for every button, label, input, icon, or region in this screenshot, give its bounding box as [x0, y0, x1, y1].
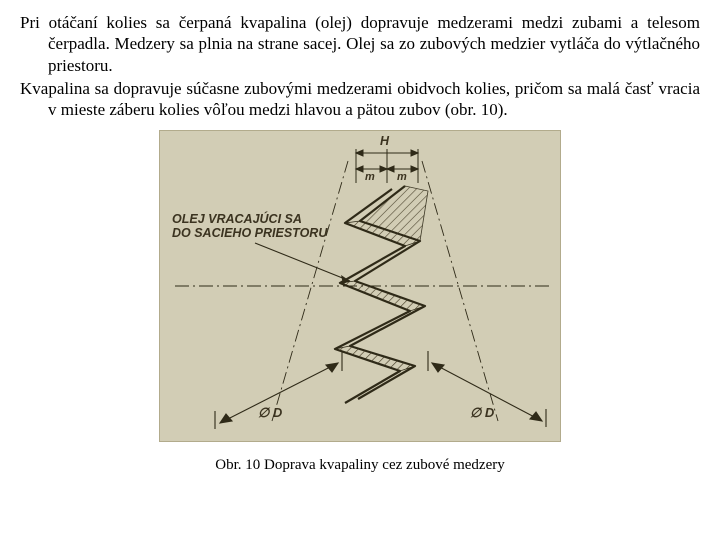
dim-label-m1: m	[365, 171, 375, 183]
figure-side-label-line1: OLEJ VRACAJÚCI SA	[172, 213, 302, 227]
dim-label-D-right: ∅ D	[470, 406, 494, 420]
dim-label-H: H	[380, 135, 389, 149]
figure-side-label-line2: DO SACIEHO PRIESTORU	[172, 227, 327, 241]
figure-10: OLEJ VRACAJÚCI SA DO SACIEHO PRIESTORU H…	[159, 130, 561, 442]
dim-label-m2: m	[397, 171, 407, 183]
paragraph-1: Pri otáčaní kolies sa čerpaná kvapalina …	[20, 12, 700, 76]
gear-diagram-svg	[160, 131, 560, 441]
dim-label-D-left: ∅ D	[258, 406, 282, 420]
paragraph-2: Kvapalina sa dopravuje súčasne zubovými …	[20, 78, 700, 121]
figure-caption: Obr. 10 Doprava kvapaliny cez zubové med…	[20, 457, 700, 474]
